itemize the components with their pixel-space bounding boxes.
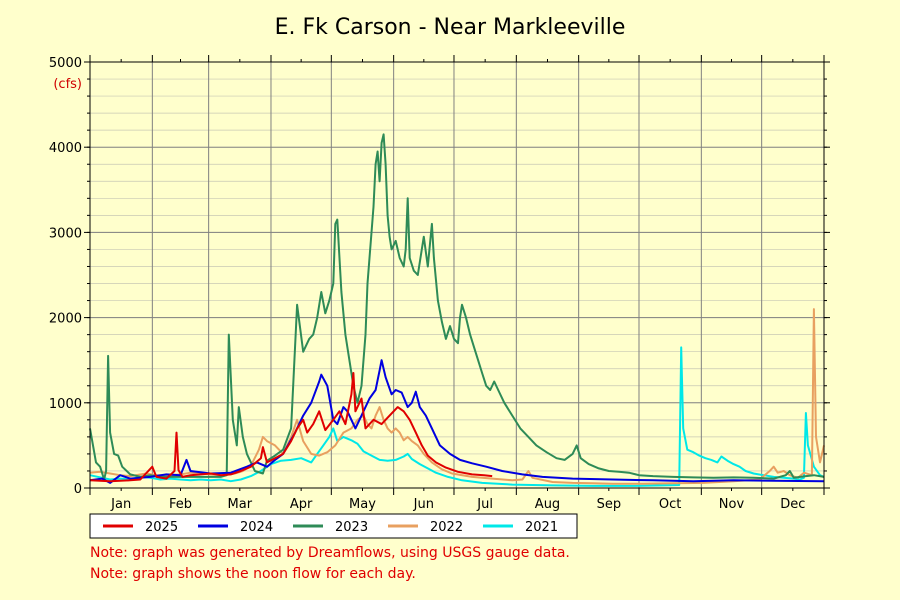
x-tick-label: Oct [659, 497, 681, 512]
x-axis: Jan Feb Mar Apr May Jun Jul Aug Sep Oct Nov Dec [89, 55, 825, 512]
x-tick-label: Apr [290, 497, 313, 512]
y-tick-label: 5000 [49, 56, 82, 71]
series-lines [89, 133, 825, 487]
plot-frame [89, 61, 825, 489]
x-tick-label: Jul [476, 497, 493, 512]
legend-label-2022: 2022 [430, 520, 463, 535]
x-tick-label: Nov [719, 497, 745, 512]
legend: 2025 2024 2023 2022 2021 [89, 513, 578, 539]
x-tick-label: Feb [169, 497, 192, 512]
note-noon-flow: Note: graph shows the noon flow for each… [90, 566, 416, 582]
series-line-2023 [89, 133, 825, 481]
notes: Note: graph was generated by Dreamflows,… [90, 545, 570, 582]
legend-label-2023: 2023 [335, 520, 368, 535]
y-unit-label: (cfs) [53, 77, 82, 92]
x-tick-label: Dec [780, 497, 805, 512]
y-tick-label: 2000 [49, 312, 82, 327]
series-line-2025 [89, 372, 493, 483]
x-tick-label: Aug [535, 497, 560, 512]
y-tick-label: 3000 [49, 226, 82, 241]
series-line-2021 [89, 346, 825, 487]
y-tick-label: 4000 [49, 141, 82, 156]
legend-label-2025: 2025 [145, 520, 178, 535]
x-tick-label: May [349, 497, 376, 512]
y-tick-label: 1000 [49, 397, 82, 412]
x-tick-label: Mar [228, 497, 253, 512]
y-tick-label: 0 [74, 482, 82, 497]
plot-area [90, 62, 824, 488]
legend-label-2021: 2021 [525, 520, 558, 535]
series-line-2024 [89, 359, 825, 484]
chart-title: E. Fk Carson - Near Markleeville [275, 15, 626, 40]
x-tick-label: Sep [597, 497, 622, 512]
x-tick-label: Jan [110, 497, 131, 512]
note-source: Note: graph was generated by Dreamflows,… [90, 545, 570, 561]
x-tick-label: Jun [413, 497, 434, 512]
legend-label-2024: 2024 [240, 520, 273, 535]
y-axis: 0 1000 2000 3000 4000 5000 [49, 56, 830, 497]
